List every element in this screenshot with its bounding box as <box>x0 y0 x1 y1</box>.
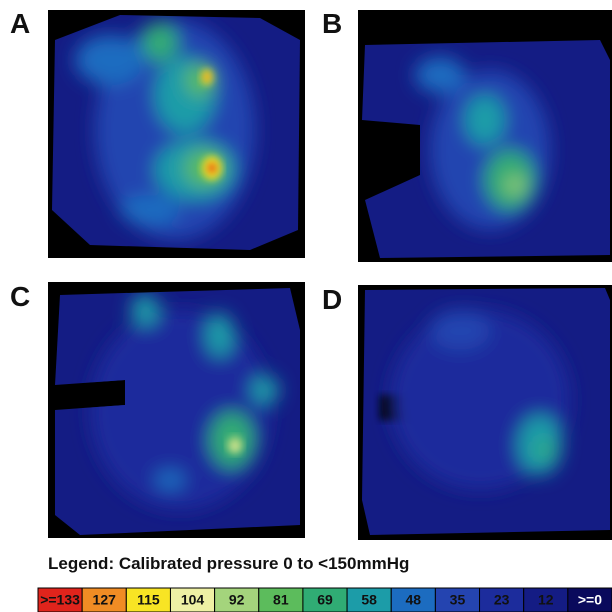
panel-label: D <box>322 284 342 315</box>
legend-label: 58 <box>361 592 377 608</box>
legend-swatch <box>258 587 304 612</box>
legend-label: 104 <box>181 592 205 608</box>
panel-label: B <box>322 8 342 39</box>
legend-label: 92 <box>229 592 245 608</box>
legend-label: 69 <box>317 592 333 608</box>
legend-swatch <box>567 587 612 612</box>
panel-label: A <box>10 8 30 39</box>
legend-swatch <box>37 587 83 612</box>
legend-swatch <box>346 587 392 612</box>
heatmap <box>52 15 300 250</box>
legend-swatch <box>479 587 525 612</box>
legend-swatch <box>81 587 127 612</box>
panel-b: B <box>322 8 612 262</box>
panel-a: A <box>10 8 305 258</box>
legend-label: 48 <box>406 592 422 608</box>
legend-label: 115 <box>137 592 160 608</box>
legend-label: 35 <box>450 592 466 608</box>
legend-label: 127 <box>93 592 117 608</box>
legend-swatch <box>214 587 260 612</box>
heatmap <box>362 288 610 535</box>
panel-c: C <box>10 281 305 538</box>
legend-label: >=133 <box>40 592 80 608</box>
legend-title: Legend: Calibrated pressure 0 to <150mmH… <box>48 554 409 573</box>
legend-label: 23 <box>494 592 510 608</box>
heatmap <box>55 288 300 535</box>
legend-label: 81 <box>273 592 289 608</box>
legend-swatch <box>125 587 171 612</box>
panel-label: C <box>10 281 30 312</box>
panel-d: D <box>322 284 612 540</box>
legend: >=133 127 115 104 92 81 69 58 48 35 23 12 >=0 <box>37 587 612 612</box>
legend-swatch <box>302 587 348 612</box>
legend-swatch <box>169 587 216 612</box>
legend-label: >=0 <box>578 592 602 608</box>
legend-label: 12 <box>538 592 554 608</box>
